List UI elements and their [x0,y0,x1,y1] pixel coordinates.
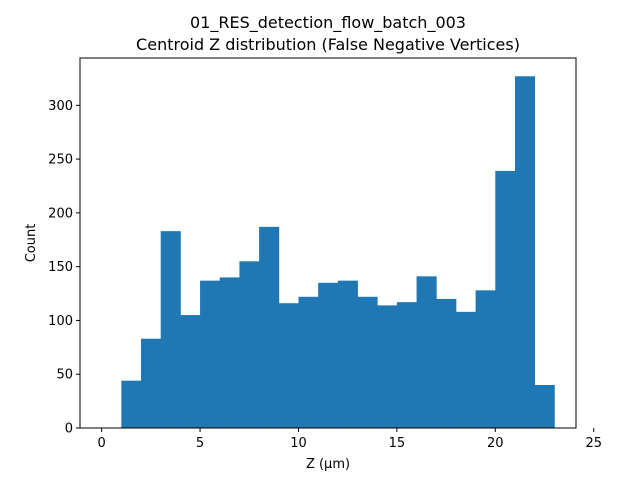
y-tick-label: 300 [48,99,73,114]
histogram-bar [278,303,299,428]
histogram-bar [455,311,477,428]
histogram-bar [337,280,358,428]
histogram-bar [298,296,319,428]
y-tick-label: 250 [48,153,73,168]
histogram-bar [534,384,555,428]
histogram-bar [239,261,260,428]
histogram-bar [259,226,280,428]
chart-title: 01_RES_detection_flow_batch_003 [190,13,466,33]
y-tick-label: 200 [48,206,73,221]
y-axis-label: Count [24,224,39,263]
histogram-bar [396,302,417,428]
histogram-bar [514,76,536,428]
x-axis-ticks: 0 5 10 15 20 25 [98,428,602,451]
histogram-bar [377,305,398,428]
histogram-bar [180,315,201,428]
x-tick-label: 15 [389,436,406,451]
histogram-bar [416,276,437,428]
histogram-bar [160,231,181,428]
y-tick-label: 100 [48,314,73,329]
histogram-bar [436,298,457,428]
y-tick-label: 150 [48,260,73,275]
plot-frame [79,57,577,429]
chart-subtitle: Centroid Z distribution (False Negative … [136,35,520,54]
x-tick-label: 5 [196,436,204,451]
x-tick-label: 20 [487,436,504,451]
histogram-bar [318,282,339,428]
histogram-bar [357,296,378,428]
histogram-bar [141,338,162,428]
x-tick-label: 25 [585,436,602,451]
y-tick-label: 0 [65,422,73,437]
histogram-bar [495,170,516,429]
x-tick-label: 0 [98,436,106,451]
histogram-bar [121,380,142,428]
bars-group [121,76,555,429]
x-axis-label: Z (µm) [306,457,350,472]
y-axis-ticks: 0 50 100 150 200 250 300 [48,99,80,437]
y-tick-label: 50 [56,368,73,383]
histogram-bar [200,280,221,428]
x-tick-label: 10 [290,436,307,451]
histogram-bar [219,277,240,428]
histogram-bar [475,290,496,428]
